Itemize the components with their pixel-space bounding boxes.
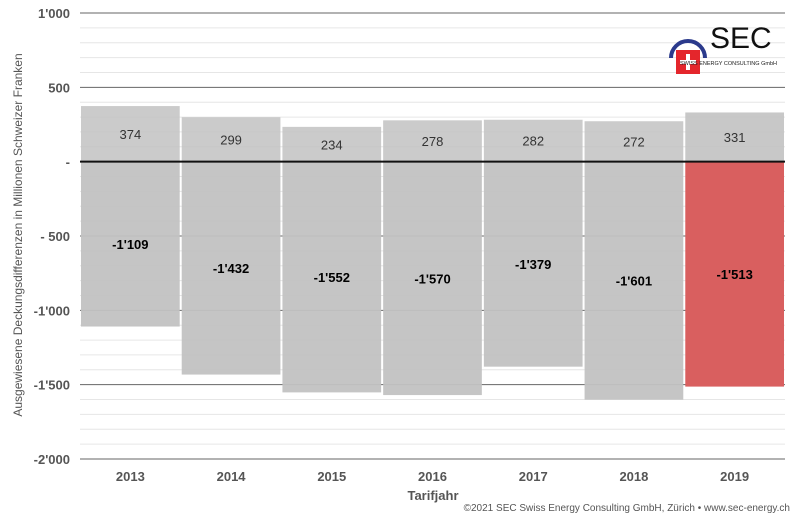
bar-positive-2013 [81, 106, 180, 162]
copyright: ©2021 SEC Swiss Energy Consulting GmbH, … [464, 503, 790, 514]
bar-positive-2014 [181, 117, 281, 162]
x-axis-label: Tarifjahr [407, 488, 458, 503]
y-tick-label: 500 [48, 80, 70, 95]
bar-label-positive: 374 [120, 127, 142, 142]
bar-negative-2018 [584, 161, 684, 400]
x-tick-label: 2014 [217, 469, 247, 484]
bar-positive-2018 [584, 121, 684, 162]
swiss-cross-icon [669, 39, 707, 74]
bar-label-positive: 272 [623, 134, 645, 149]
y-tick-label: 1'000 [38, 6, 70, 21]
bar-label-negative: -1'513 [716, 267, 752, 282]
bar-label-negative: -1'432 [213, 261, 249, 276]
bar-positive-2019 [685, 112, 784, 162]
y-tick-label: -1'500 [34, 378, 70, 393]
bar-label-negative: -1'601 [616, 274, 652, 289]
x-tick-label: 2018 [619, 469, 648, 484]
bar-label-positive: 234 [321, 137, 343, 152]
bar-label-positive: 278 [422, 134, 444, 149]
bar-label-positive: 331 [724, 130, 746, 145]
y-tick-label: - 500 [40, 229, 70, 244]
bar-labels: 374 -1'109 299 -1'432 234 -1'552 278 -1'570 282 -… [112, 127, 753, 289]
x-tick-label: 2019 [720, 469, 749, 484]
bar-label-negative: -1'379 [515, 257, 551, 272]
bar-positive-2017 [483, 119, 583, 162]
y-tick-label: -2'000 [34, 452, 70, 467]
bars [81, 106, 784, 400]
bar-negative-2013 [81, 161, 180, 327]
sec-logo: SEC SWISS ENERGY CONSULTING GmbH [669, 22, 777, 74]
bar-negative-2016 [383, 161, 482, 396]
logo-text: SEC [710, 22, 772, 55]
y-tick-label: -1'000 [34, 303, 70, 318]
y-axis-label: Ausgewiesene Deckungsdifferenzen in Mill… [11, 53, 25, 416]
bar-label-negative: -1'552 [314, 270, 350, 285]
bar-negative-2017 [483, 161, 583, 367]
bar-label-positive: 299 [220, 132, 242, 147]
x-tick-label: 2013 [116, 469, 145, 484]
bar-negative-2015 [282, 161, 382, 393]
bar-label-negative: -1'109 [112, 237, 148, 252]
bar-label-negative: -1'570 [414, 271, 450, 286]
bar-positive-2015 [282, 126, 382, 162]
logo-subtitle: SWISS ENERGY CONSULTING GmbH [680, 61, 777, 67]
y-axis-ticks: 1'000 500 - - 500 -1'000 -1'500 -2'000 [34, 6, 70, 467]
bar-negative-2014 [181, 161, 281, 375]
x-axis-ticks: 2013 2014 2015 2016 2017 2018 2019 [116, 469, 749, 484]
bar-label-positive: 282 [522, 134, 544, 149]
x-tick-label: 2015 [317, 469, 346, 484]
bar-positive-2016 [383, 120, 482, 162]
bar-negative-2019 [685, 161, 784, 387]
x-tick-label: 2017 [519, 469, 548, 484]
y-tick-label: - [66, 155, 70, 170]
x-tick-label: 2016 [418, 469, 447, 484]
